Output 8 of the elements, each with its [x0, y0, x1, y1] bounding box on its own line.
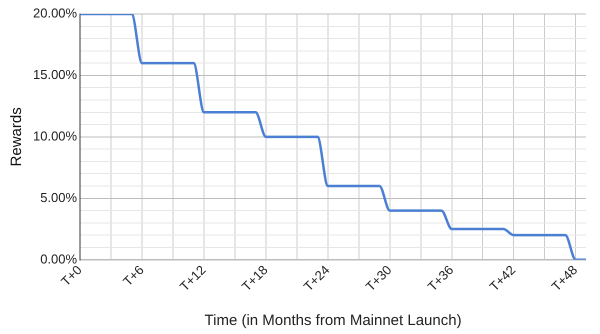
y-tick-label: 10.00% — [32, 128, 78, 144]
y-axis-title: Rewards — [8, 107, 26, 166]
y-tick-label: 15.00% — [32, 67, 78, 82]
line-series — [78, 14, 588, 260]
y-tick-label: 5.00% — [40, 190, 78, 205]
x-axis-title: Time (in Months from Mainnet Launch) — [204, 312, 462, 330]
x-tick-label: T+6 — [120, 262, 147, 290]
y-tick-label: 20.00% — [32, 6, 78, 21]
